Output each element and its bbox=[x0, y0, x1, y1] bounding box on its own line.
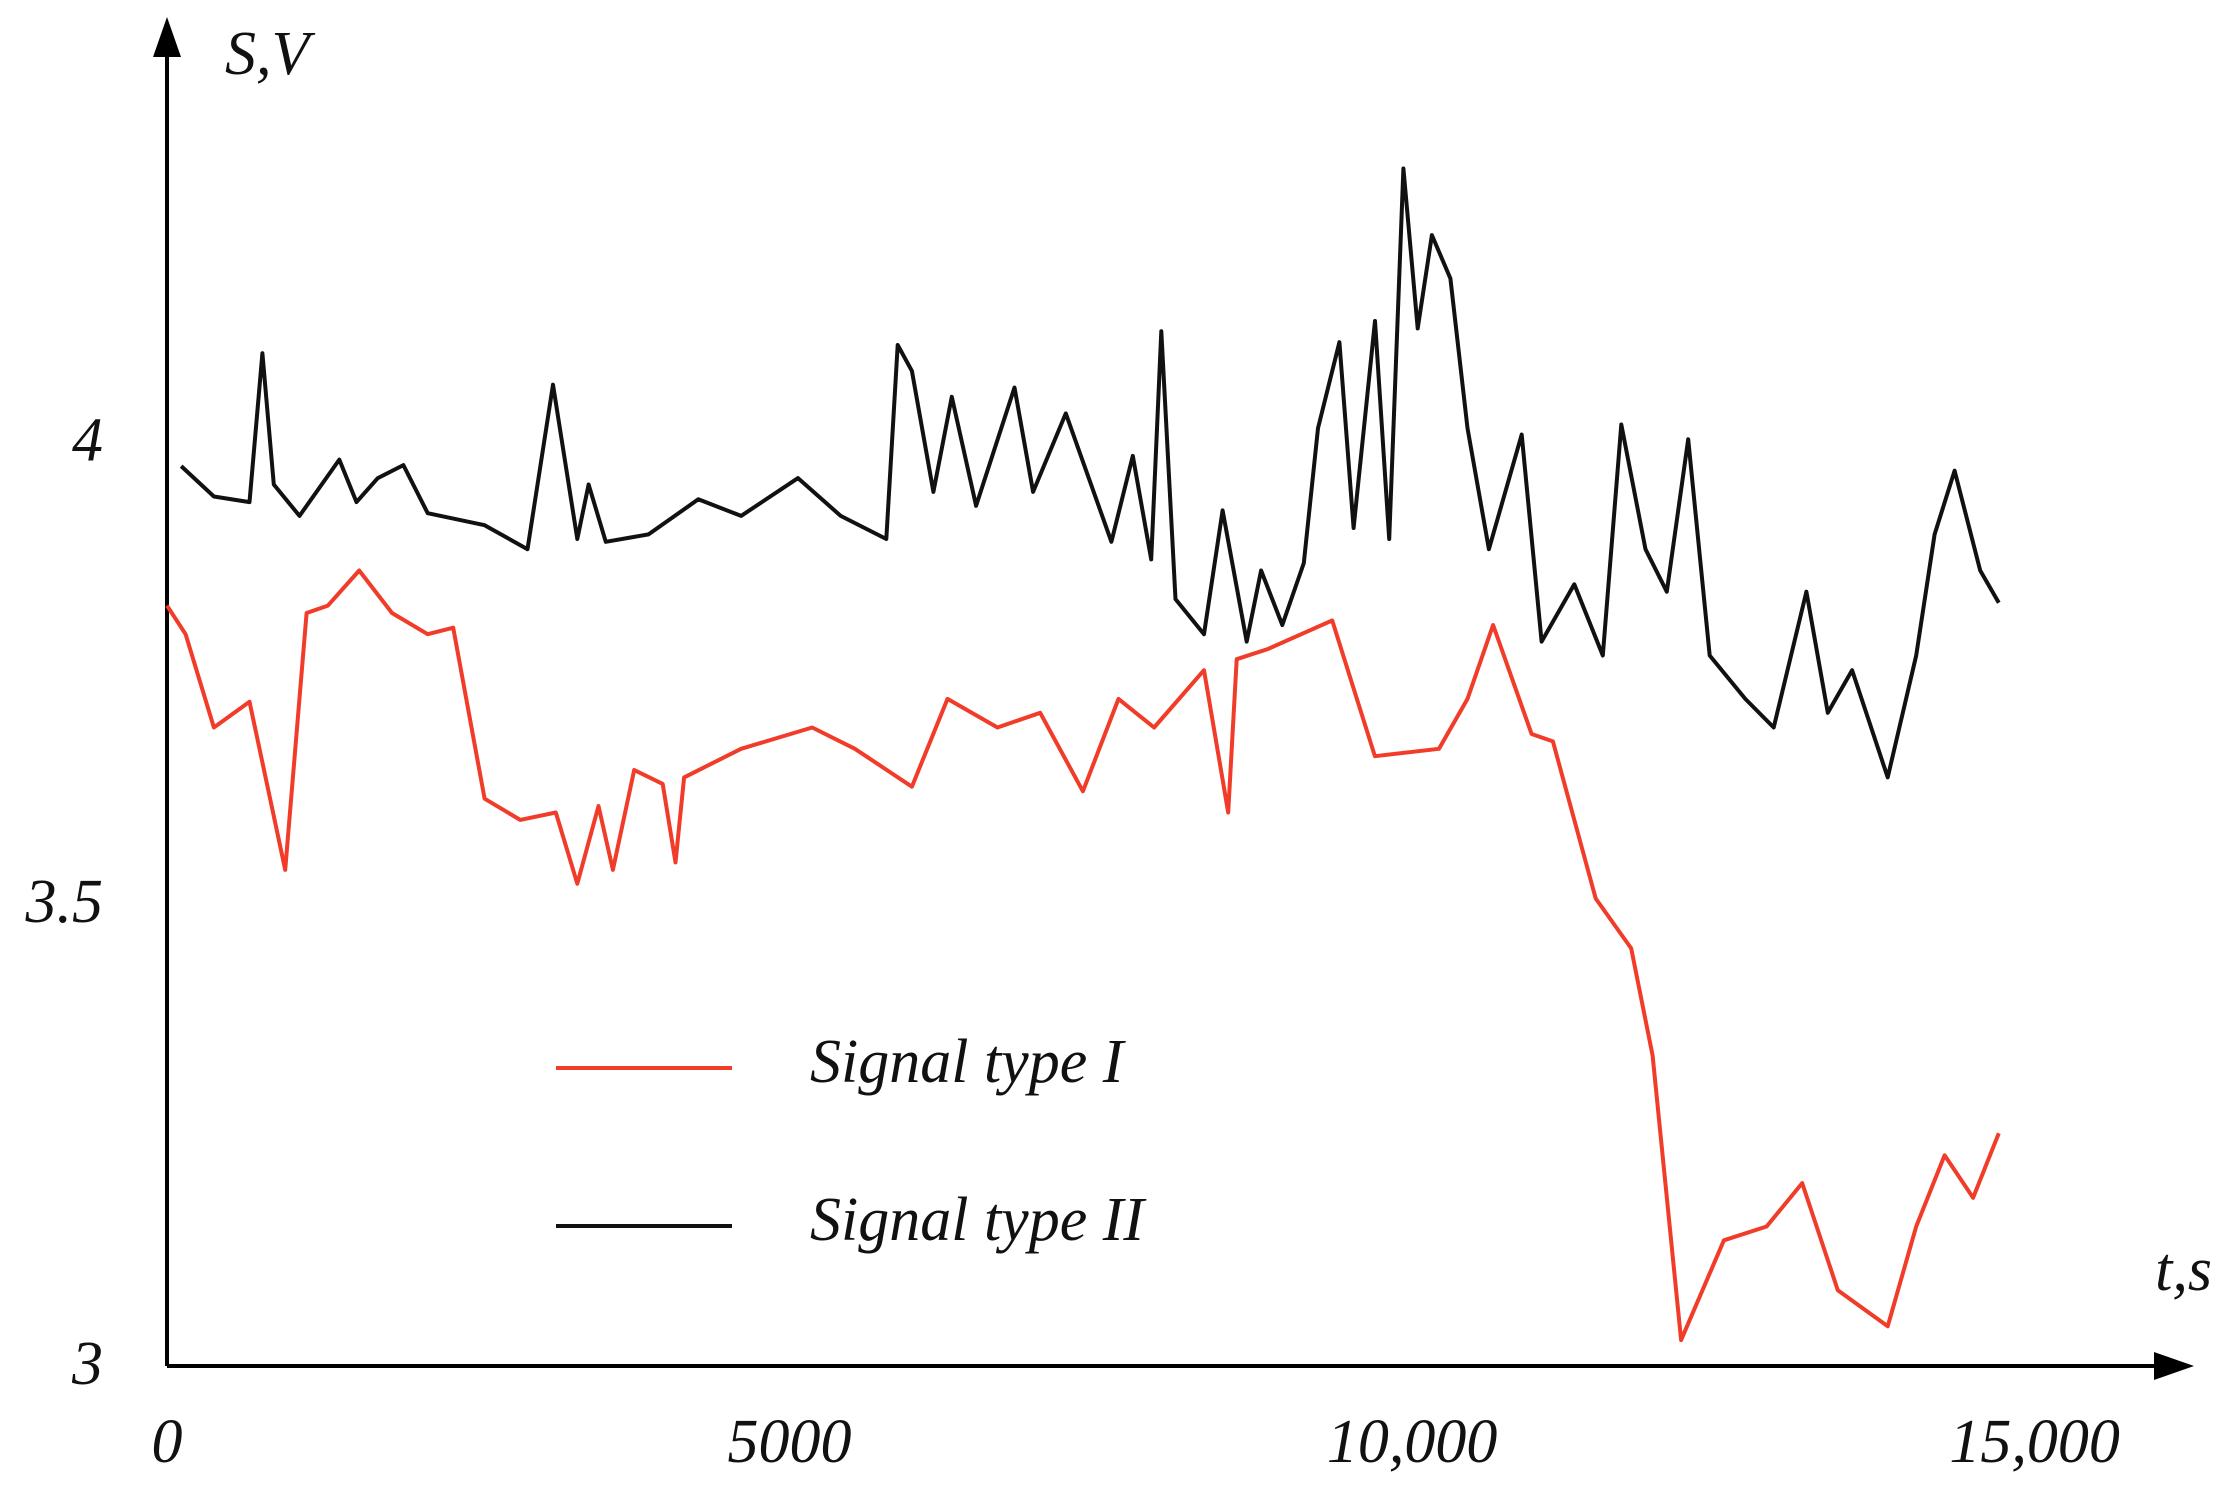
legend-label: Signal type II bbox=[810, 1186, 1147, 1254]
y-tick-label: 3.5 bbox=[25, 868, 104, 936]
y-axis-arrow bbox=[153, 17, 181, 57]
x-axis-arrow bbox=[2154, 1352, 2194, 1380]
x-axis-label: t,s bbox=[2155, 1236, 2212, 1304]
series-line bbox=[179, 166, 2001, 780]
x-tick-label: 5000 bbox=[728, 1408, 852, 1476]
y-tick-label: 4 bbox=[72, 406, 103, 474]
y-tick-label: 3 bbox=[71, 1330, 103, 1398]
x-tick-label: 10,000 bbox=[1327, 1408, 1498, 1476]
x-tick-label: 0 bbox=[152, 1408, 183, 1476]
series-line bbox=[165, 568, 2001, 1343]
legend-label: Signal type I bbox=[810, 1028, 1127, 1096]
y-axis-label: S,V bbox=[225, 20, 316, 88]
x-tick-label: 15,000 bbox=[1949, 1408, 2120, 1476]
